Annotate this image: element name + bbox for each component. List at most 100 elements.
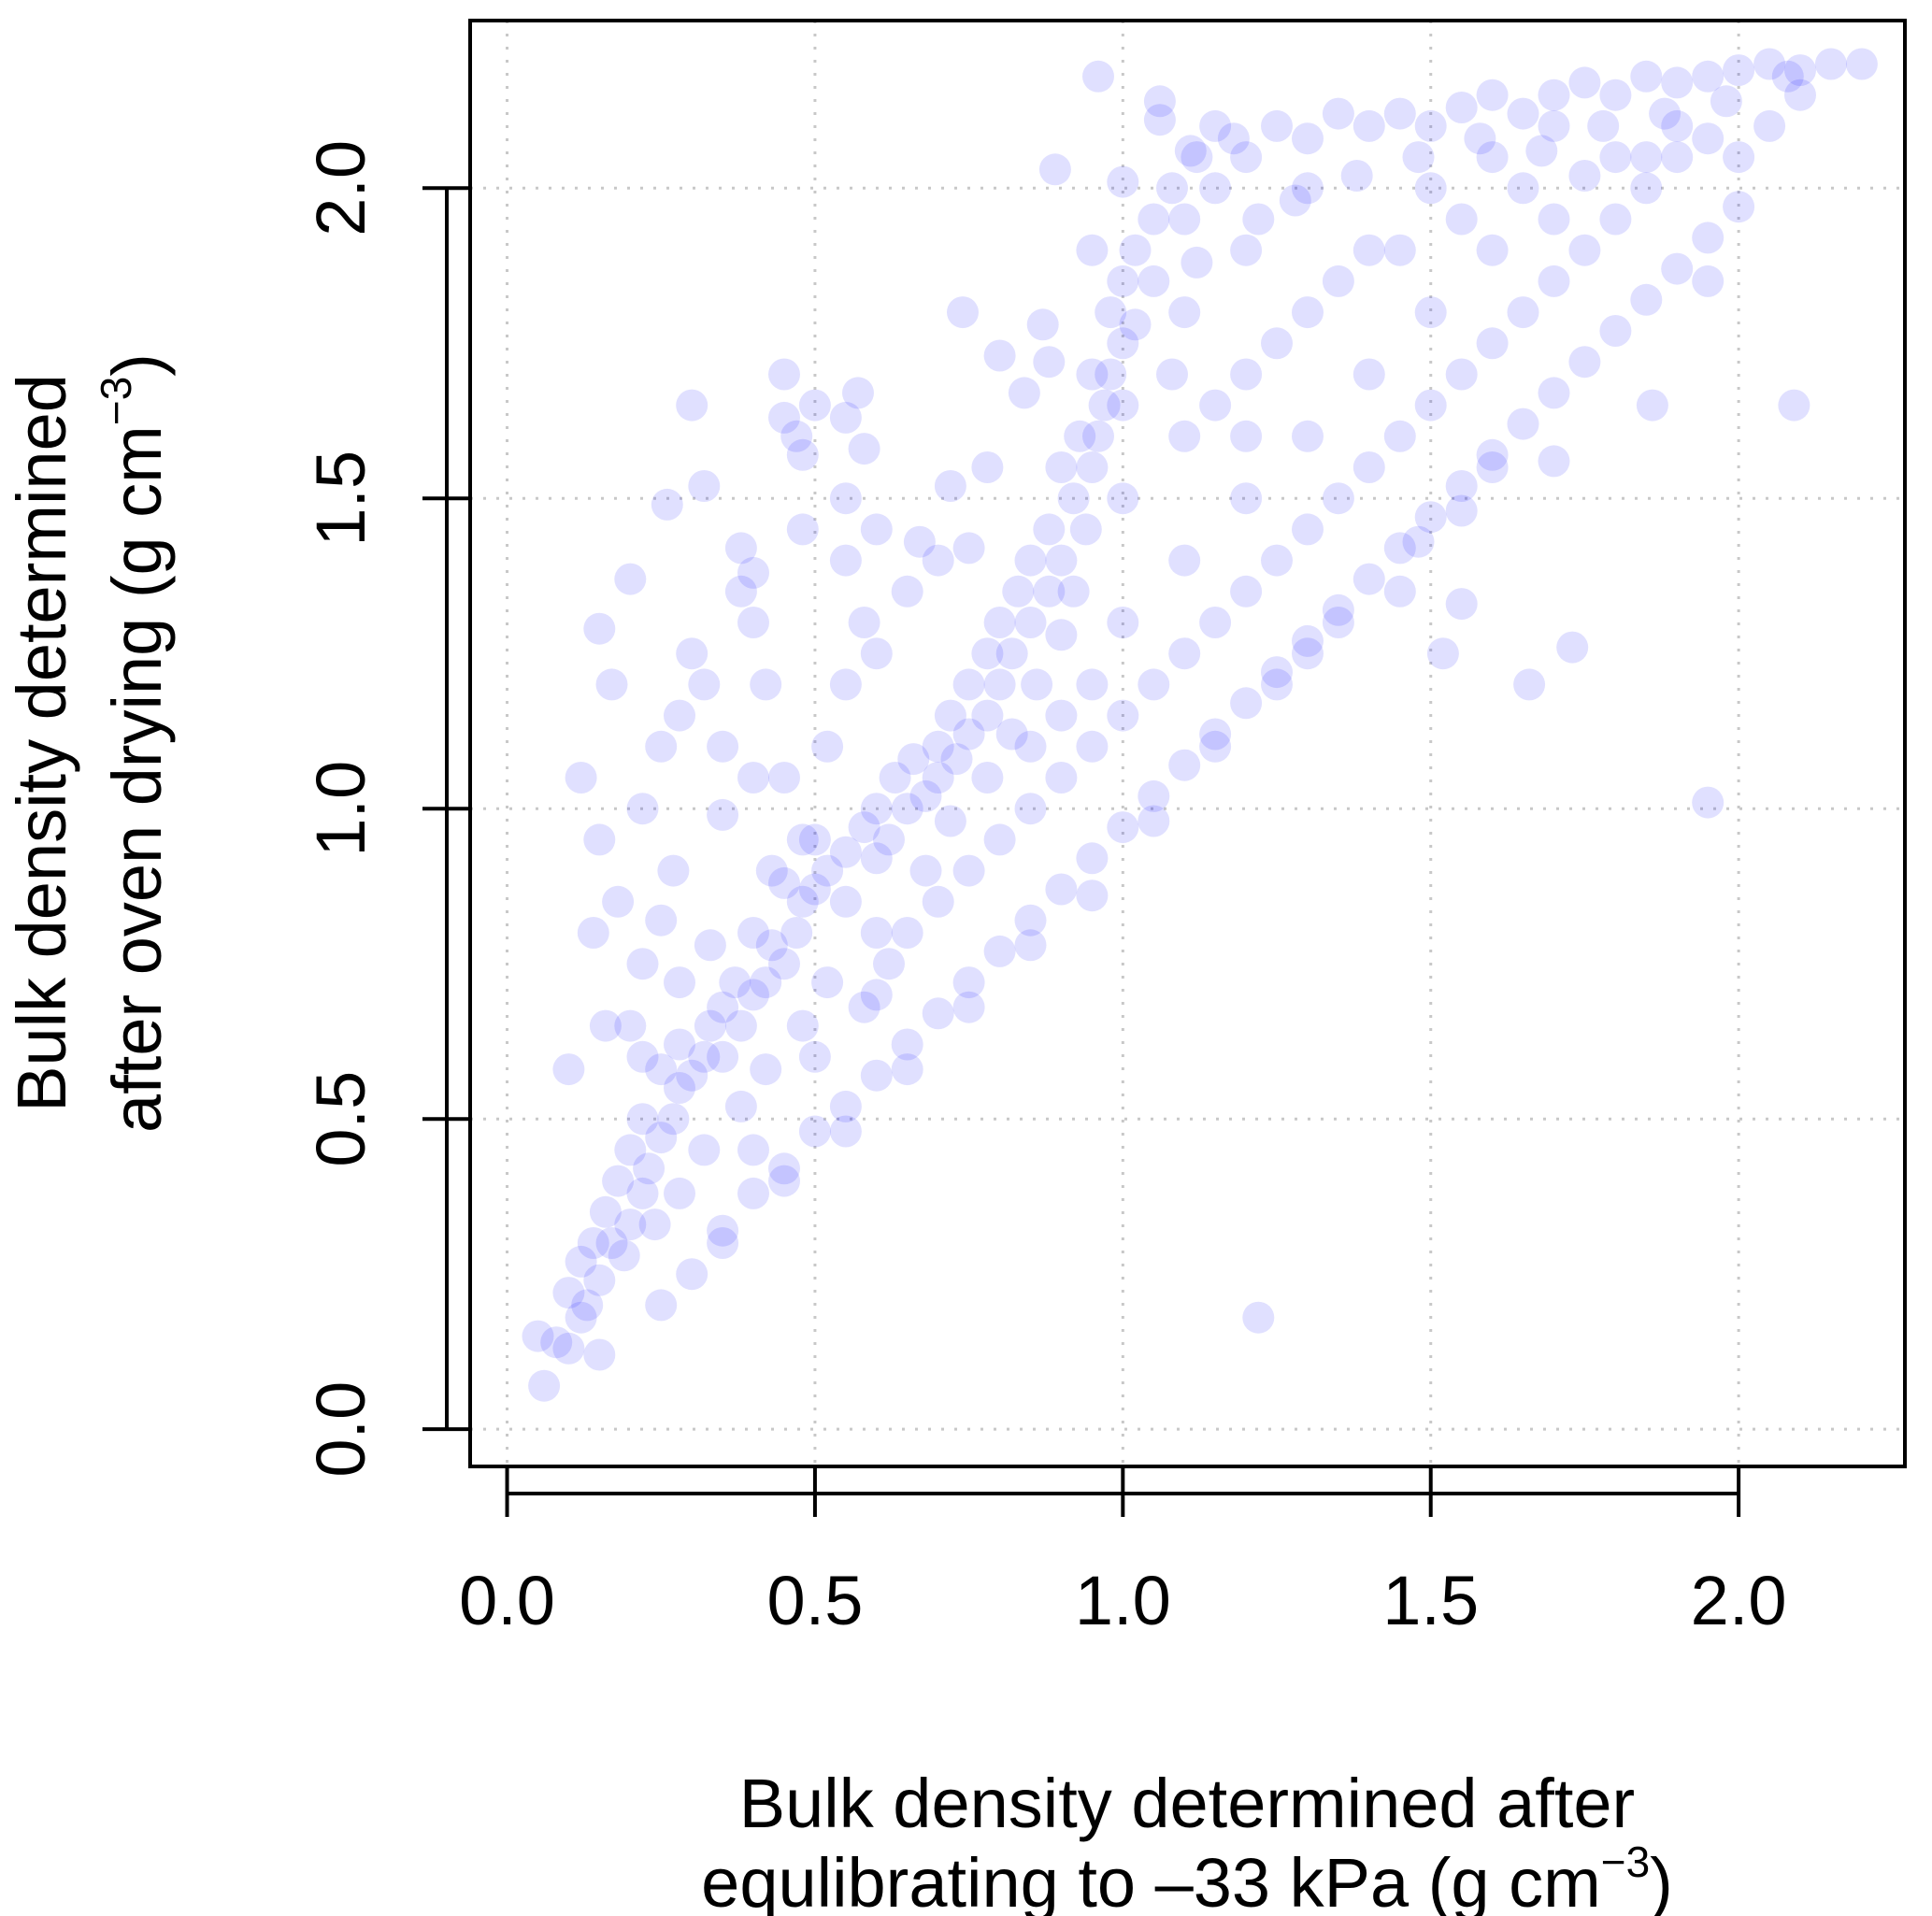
data-point	[1414, 296, 1447, 329]
data-point	[829, 836, 862, 868]
data-point	[1199, 172, 1232, 205]
data-point	[1033, 513, 1066, 546]
data-point	[1292, 420, 1324, 452]
data-point	[1599, 203, 1632, 236]
data-point	[1292, 296, 1324, 329]
data-point	[798, 1115, 831, 1148]
data-point	[1014, 730, 1047, 763]
data-point	[860, 1059, 893, 1092]
data-point	[1753, 109, 1786, 142]
data-point	[1045, 762, 1078, 794]
data-point	[626, 948, 659, 980]
data-point	[860, 637, 893, 670]
data-point	[602, 1165, 635, 1197]
data-point	[934, 805, 966, 837]
data-point	[1045, 451, 1078, 483]
data-point	[589, 1009, 622, 1042]
data-point	[755, 929, 788, 962]
data-point	[1088, 389, 1121, 422]
data-point	[1181, 141, 1213, 174]
data-point	[1507, 296, 1539, 329]
data-point	[664, 699, 695, 732]
data-point	[1168, 203, 1201, 236]
data-point	[1630, 141, 1663, 174]
data-point	[922, 997, 954, 1030]
data-point	[922, 730, 954, 763]
y-tick-label-group-0: 0.0	[302, 1381, 379, 1478]
data-point	[583, 823, 616, 856]
data-point	[1476, 234, 1509, 266]
data-point	[595, 1227, 628, 1259]
data-point	[1045, 873, 1078, 906]
data-point	[1168, 544, 1201, 577]
data-point	[707, 1214, 739, 1247]
x-axis-label-sup: −3	[1601, 1837, 1650, 1886]
data-point	[1723, 54, 1755, 87]
data-point	[1119, 308, 1152, 341]
data-point	[971, 451, 1004, 483]
x-tick-label-4: 2.0	[1691, 1562, 1787, 1639]
data-point	[1045, 544, 1078, 577]
data-point	[1556, 631, 1589, 664]
data-point	[1156, 172, 1188, 205]
data-point	[657, 1103, 690, 1136]
data-point	[1352, 234, 1385, 266]
data-point	[707, 730, 739, 763]
data-point	[1199, 607, 1232, 638]
data-point	[737, 1134, 769, 1166]
data-point	[1199, 730, 1232, 763]
data-point	[664, 1177, 695, 1209]
data-point	[909, 779, 942, 812]
data-point	[589, 1195, 622, 1228]
data-point	[1199, 109, 1232, 142]
data-point	[1661, 109, 1694, 142]
data-point	[1045, 619, 1078, 651]
data-point	[1095, 358, 1127, 391]
data-point	[798, 873, 831, 906]
data-point	[1143, 85, 1176, 118]
data-point	[1445, 470, 1478, 502]
data-point	[638, 1208, 671, 1241]
data-point	[1292, 513, 1324, 546]
data-point	[873, 948, 905, 980]
data-point	[768, 1152, 800, 1185]
data-point	[829, 1115, 862, 1148]
data-point	[1507, 172, 1539, 205]
data-point	[688, 1040, 721, 1073]
data-point	[1753, 48, 1786, 80]
data-point	[1692, 265, 1724, 297]
data-point	[1292, 122, 1324, 155]
data-point	[676, 637, 708, 670]
data-point	[1143, 104, 1176, 136]
data-point	[1138, 779, 1170, 812]
data-point	[1026, 308, 1059, 341]
data-point	[1476, 451, 1509, 483]
data-point	[1230, 141, 1263, 174]
data-point	[614, 1134, 647, 1166]
data-point	[1402, 141, 1435, 174]
y-tick-label-group-3: 1.5	[302, 450, 379, 547]
data-point	[983, 339, 1016, 372]
data-point	[848, 433, 880, 465]
data-point	[1107, 699, 1139, 732]
data-point	[1445, 203, 1478, 236]
data-point	[798, 823, 831, 856]
data-point	[786, 513, 819, 546]
data-point	[694, 929, 726, 962]
data-point	[1630, 60, 1663, 93]
data-point	[608, 1239, 640, 1272]
data-point	[1174, 135, 1207, 167]
data-point	[811, 854, 844, 887]
data-point	[1230, 358, 1263, 391]
data-point	[577, 917, 609, 949]
data-point	[583, 612, 616, 645]
data-point	[891, 793, 923, 825]
data-point	[1414, 109, 1447, 142]
axes: 0.0 0.5 1.0 1.5 2.0 0.0 0.5 1.0 1.5 2.0	[302, 140, 1787, 1639]
data-point	[1242, 203, 1275, 236]
data-point	[1445, 494, 1478, 527]
data-point	[1723, 191, 1755, 223]
data-point	[602, 885, 635, 918]
data-point	[848, 991, 880, 1023]
